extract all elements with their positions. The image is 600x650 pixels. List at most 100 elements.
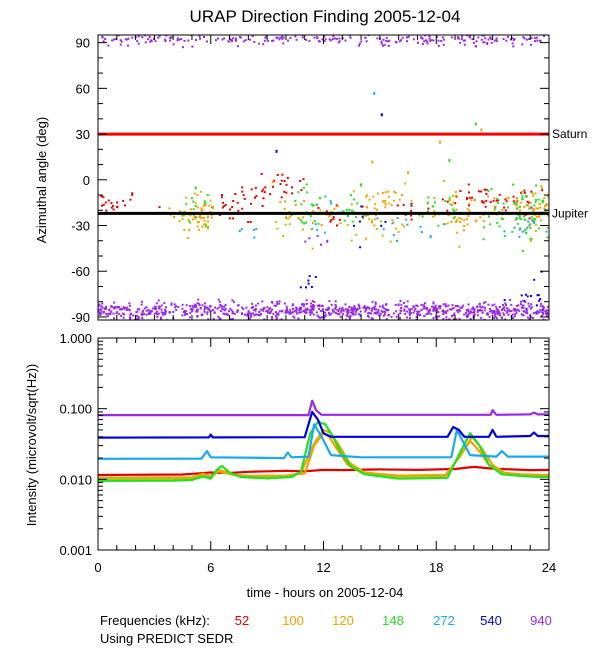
azimuth-point	[231, 318, 234, 320]
azimuth-point	[178, 210, 181, 213]
azimuth-point	[441, 310, 444, 313]
azimuth-point	[453, 314, 455, 317]
azimuth-point	[169, 31, 171, 33]
azimuth-point	[176, 37, 179, 40]
azimuth-point	[442, 318, 445, 320]
azimuth-point	[361, 205, 364, 208]
azimuth-point	[363, 214, 366, 217]
azimuth-point	[295, 312, 298, 315]
azimuth-point	[274, 304, 277, 307]
azimuth-point	[505, 197, 508, 200]
azimuth-point	[499, 314, 501, 317]
legend-item-120: 120	[332, 613, 354, 628]
azimuth-point	[275, 149, 278, 153]
azimuth-point	[364, 310, 367, 313]
azimuth-point	[169, 39, 172, 42]
azimuth-point	[102, 203, 105, 206]
azimuth-point	[250, 314, 253, 317]
azimuth-point	[155, 310, 158, 313]
azimuth-point	[512, 195, 515, 198]
azimuth-point	[432, 317, 435, 320]
azimuth-point	[283, 190, 286, 193]
azimuth-point	[542, 200, 545, 203]
azimuth-point	[403, 309, 406, 312]
azimuth-point	[257, 302, 260, 305]
azimuth-point	[511, 313, 514, 316]
azimuth-point	[117, 35, 120, 37]
azimuth-point	[137, 318, 140, 320]
azimuth-point	[504, 302, 507, 305]
azimuth-point	[236, 201, 239, 204]
azimuth-point	[338, 307, 341, 310]
azimuth-point	[277, 313, 280, 316]
azimuth-point	[154, 40, 157, 43]
azimuth-point	[201, 209, 204, 212]
azimuth-point	[489, 201, 492, 203]
azimuth-point	[300, 311, 303, 314]
azimuth-point	[379, 312, 382, 315]
azimuth-point	[283, 180, 286, 182]
azimuth-point	[459, 306, 462, 309]
azimuth-point	[278, 38, 281, 41]
azimuth-point	[202, 204, 205, 207]
azimuth-point	[250, 188, 253, 191]
azimuth-point	[510, 303, 513, 306]
azimuth-point	[395, 227, 398, 230]
azimuth-point	[345, 318, 348, 320]
azimuth-point	[454, 202, 457, 205]
azimuth-point	[370, 312, 372, 315]
azimuth-point	[479, 305, 482, 308]
azimuth-point	[189, 312, 192, 315]
azimuth-point	[353, 224, 355, 227]
azimuth-point	[137, 35, 140, 38]
azimuth-point	[274, 221, 277, 224]
azimuth-point	[272, 39, 275, 42]
azimuth-point	[253, 314, 256, 317]
azimuth-point	[144, 35, 147, 37]
azimuth-point	[158, 307, 161, 310]
azimuth-point	[291, 192, 294, 195]
azimuth-point	[388, 202, 391, 205]
azimuth-point	[387, 40, 390, 43]
azimuth-point	[522, 36, 525, 39]
azimuth-point	[496, 221, 499, 224]
azimuth-point	[469, 318, 472, 320]
azimuth-point	[433, 210, 436, 213]
azimuth-point	[329, 220, 332, 223]
azimuth-point	[373, 207, 376, 210]
azimuth-point	[521, 304, 524, 307]
azimuth-point	[439, 305, 442, 308]
azimuth-point	[229, 307, 232, 310]
azimuth-point	[416, 305, 419, 308]
azimuth-point	[503, 313, 506, 316]
azimuth-point	[155, 312, 158, 315]
azimuth-point	[512, 39, 515, 42]
azimuth-point	[182, 46, 184, 49]
azimuth-point	[391, 222, 394, 225]
azimuth-point	[353, 305, 356, 307]
azimuth-point	[299, 286, 302, 289]
legend-item-272: 272	[433, 613, 455, 628]
azimuth-point	[533, 209, 535, 212]
azimuth-point	[317, 222, 320, 225]
azimuth-point	[105, 307, 107, 310]
azimuth-point	[195, 39, 197, 41]
azimuth-point	[448, 308, 451, 311]
azimuth-point	[123, 313, 125, 316]
azimuth-point	[375, 228, 378, 230]
azimuth-point	[119, 43, 122, 46]
azimuth-point	[444, 303, 447, 306]
azimuth-point	[468, 209, 471, 212]
azimuth-point	[443, 310, 446, 313]
azimuth-point	[158, 35, 161, 38]
azimuth-point	[395, 191, 397, 194]
azimuth-point	[110, 310, 113, 313]
azimuth-point	[202, 216, 205, 219]
azimuth-point	[458, 309, 461, 312]
azimuth-point	[415, 318, 418, 320]
azimuth-point	[467, 310, 470, 313]
azimuth-point	[206, 312, 209, 315]
azimuth-point	[193, 192, 196, 195]
azimuth-point	[456, 231, 459, 234]
azimuth-point	[375, 214, 377, 217]
